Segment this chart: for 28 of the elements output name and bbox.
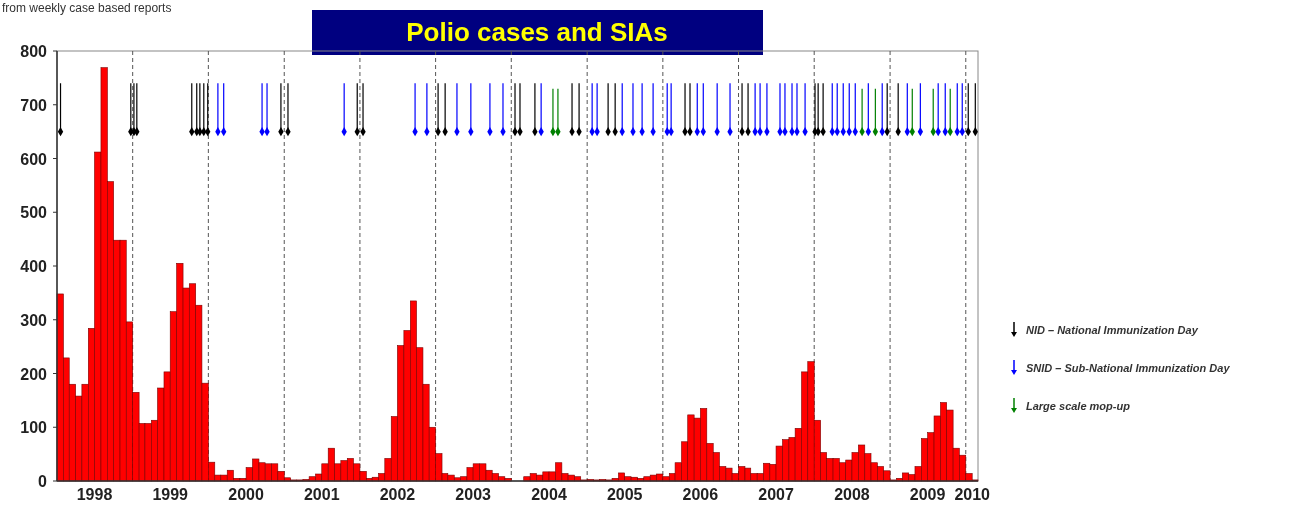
y-tick-label: 700 — [20, 96, 48, 114]
y-tick-label: 500 — [20, 204, 48, 222]
y-tick-label: 200 — [20, 365, 48, 383]
legend-label: NID – National Immunization Day — [1026, 324, 1199, 336]
x-tick-label: 2009 — [909, 486, 946, 503]
x-tick-label: 2004 — [531, 486, 567, 503]
chart-subtitle: from weekly case based reports — [2, 1, 172, 15]
x-tick-label: 2006 — [682, 486, 719, 503]
y-tick-label: 300 — [20, 311, 48, 329]
x-tick-label: 2000 — [228, 486, 264, 503]
y-tick-label: 600 — [20, 150, 48, 168]
title-banner: Polio cases and SIAs — [312, 10, 763, 55]
legend-label: SNID – Sub-National Immunization Day — [1026, 362, 1231, 374]
x-tick-label: 2005 — [606, 486, 643, 503]
x-tick-label: 2008 — [834, 486, 870, 503]
y-tick-label: 400 — [20, 258, 48, 275]
y-tick-label: 0 — [38, 473, 48, 490]
x-tick-label: 2002 — [379, 486, 416, 503]
chart-title: Polio cases and SIAs — [406, 17, 668, 47]
x-tick-label: 2001 — [303, 486, 340, 503]
x-tick-label: 2003 — [455, 486, 492, 503]
y-tick-label: 800 — [20, 43, 48, 60]
x-tick-label: 1998 — [76, 486, 113, 503]
x-tick-label: 2010 — [954, 486, 991, 503]
x-tick-label: 2007 — [758, 486, 794, 503]
legend-label: Large scale mop-up — [1026, 400, 1131, 412]
y-tick-label: 100 — [20, 419, 48, 437]
x-tick-label: 1999 — [152, 486, 189, 503]
